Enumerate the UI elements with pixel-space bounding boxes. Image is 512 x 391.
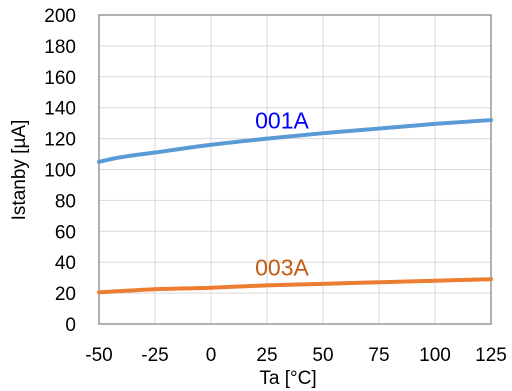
- x-tick-label: 25: [256, 345, 277, 366]
- y-axis-tick-labels: 0 20 40 60 80 100 120 140 160 180 200: [44, 6, 76, 336]
- series-label-003A: 003A: [255, 254, 309, 280]
- series-line-001A: [97, 118, 493, 164]
- series-lines: [97, 118, 493, 295]
- x-tick-label: 125: [475, 345, 507, 366]
- y-tick-label: 80: [55, 191, 76, 212]
- y-tick-label: 60: [55, 222, 76, 243]
- y-axis-title: Istanby [µA]: [9, 120, 30, 221]
- y-tick-label: 20: [55, 284, 76, 305]
- series-line-003A: [97, 277, 493, 295]
- plot-area-border: [98, 14, 492, 325]
- x-axis-tick-labels: -50 -25 0 25 50 75 100 125: [85, 345, 507, 366]
- y-tick-label: 40: [55, 253, 76, 274]
- y-tick-label: 100: [44, 161, 76, 182]
- x-tick-label: -50: [85, 345, 112, 366]
- y-tick-label: 200: [44, 6, 76, 27]
- y-tick-label: 140: [44, 99, 76, 120]
- y-tick-label: 180: [44, 37, 76, 58]
- y-tick-label: 120: [44, 130, 76, 151]
- x-tick-label: 0: [206, 345, 217, 366]
- y-tick-label: 160: [44, 68, 76, 89]
- series-label-001A: 001A: [255, 108, 309, 134]
- series-labels: 001A 003A: [255, 108, 309, 281]
- x-tick-label: -25: [141, 345, 168, 366]
- x-tick-label: 75: [368, 345, 389, 366]
- x-tick-label: 50: [312, 345, 333, 366]
- x-axis-title: Ta [°C]: [259, 368, 316, 389]
- x-tick-label: 100: [419, 345, 451, 366]
- y-tick-label: 0: [65, 315, 76, 336]
